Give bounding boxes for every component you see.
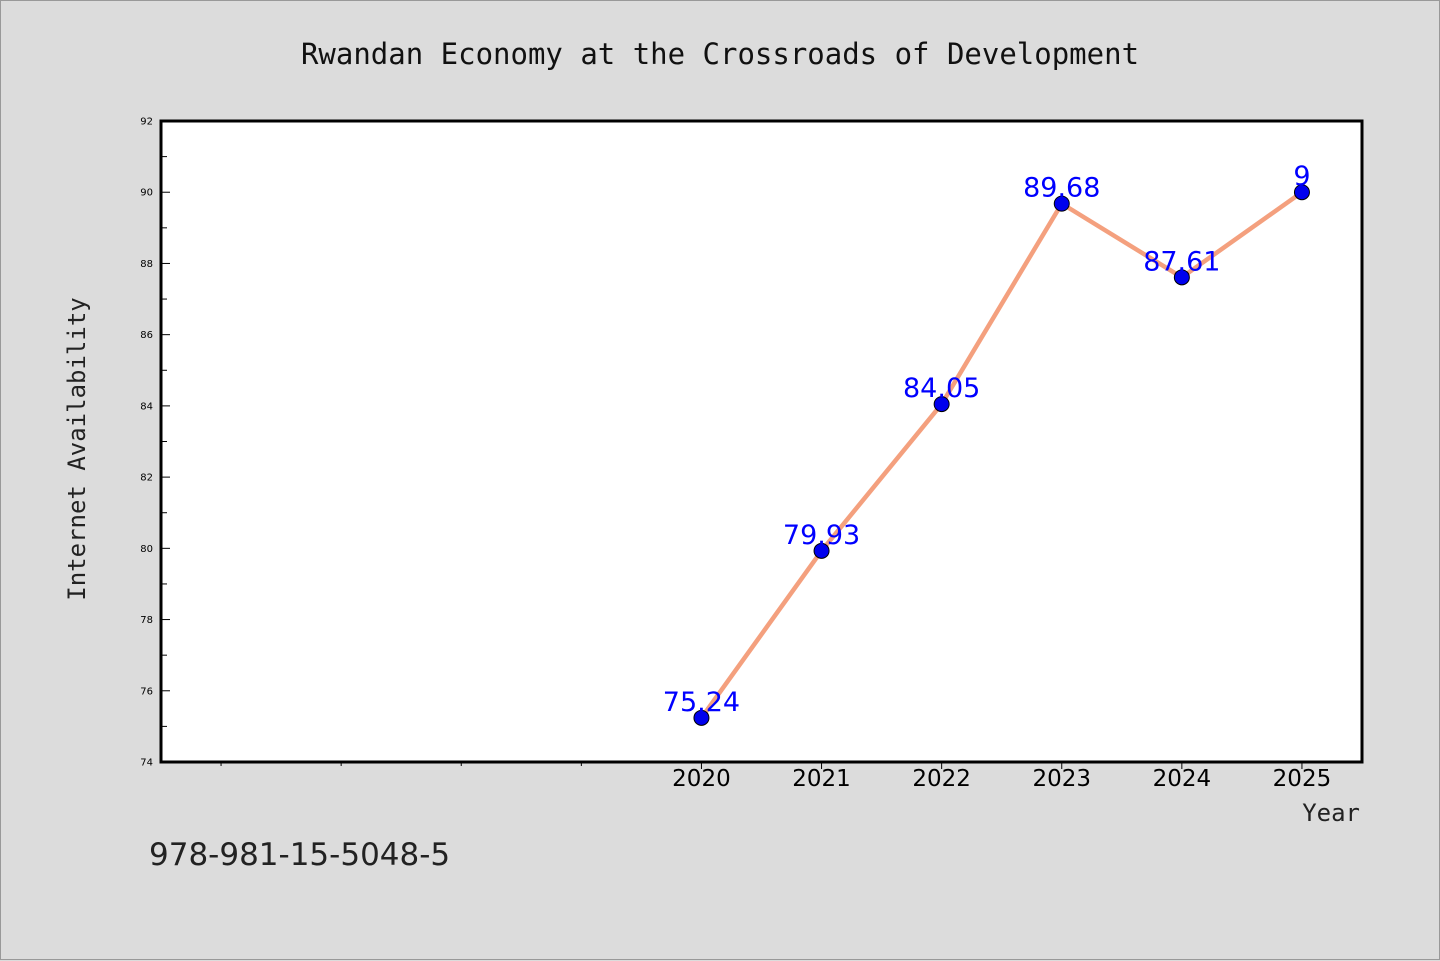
data-point [933, 396, 950, 413]
data-label: 84.05 [903, 373, 980, 404]
data-label: 9 [1293, 161, 1310, 192]
x-tick-label: 2020 [672, 766, 731, 792]
data-label: 87.61 [1143, 246, 1220, 277]
isbn-annotation: 978-981-15-5048-5 [149, 837, 450, 873]
data-labels: 75.24 79.93 84.05 89.68 87.61 9 [663, 161, 1311, 718]
data-point [1173, 269, 1190, 286]
y-axis-ticks: 74 76 78 80 82 84 86 88 90 92 [140, 117, 170, 769]
y-tick-label: 90 [140, 188, 153, 199]
data-label: 79.93 [783, 520, 860, 551]
y-tick-label: 82 [140, 473, 153, 484]
x-tick-label: 2024 [1153, 766, 1212, 792]
x-axis-ticks: 2020 2021 2022 2023 2024 2025 [220, 762, 1332, 792]
data-point [693, 709, 710, 726]
data-label: 89.68 [1023, 173, 1100, 204]
y-tick-label: 80 [140, 544, 153, 555]
series-line [699, 190, 1304, 720]
data-point [813, 542, 830, 559]
x-tick-label: 2022 [912, 766, 971, 792]
y-tick-label: 84 [140, 401, 153, 412]
y-tick-label: 86 [140, 330, 153, 341]
series-markers [693, 184, 1310, 726]
chart-title: Rwandan Economy at the Crossroads of Dev… [301, 37, 1139, 71]
plot-area [159, 119, 1364, 764]
x-tick-label: 2021 [792, 766, 851, 792]
y-tick-label: 92 [140, 117, 153, 128]
y-axis-label: Internet Availability [63, 297, 91, 600]
data-point [1053, 195, 1070, 212]
y-tick-label: 88 [140, 259, 153, 270]
y-tick-label: 78 [140, 615, 153, 626]
x-axis-label: Year [1302, 799, 1360, 827]
x-tick-label: 2023 [1032, 766, 1091, 792]
y-tick-label: 76 [140, 686, 153, 697]
data-point [1293, 184, 1310, 201]
x-tick-label: 2025 [1273, 766, 1332, 792]
y-tick-label: 74 [140, 758, 153, 769]
data-label: 75.24 [663, 687, 740, 718]
